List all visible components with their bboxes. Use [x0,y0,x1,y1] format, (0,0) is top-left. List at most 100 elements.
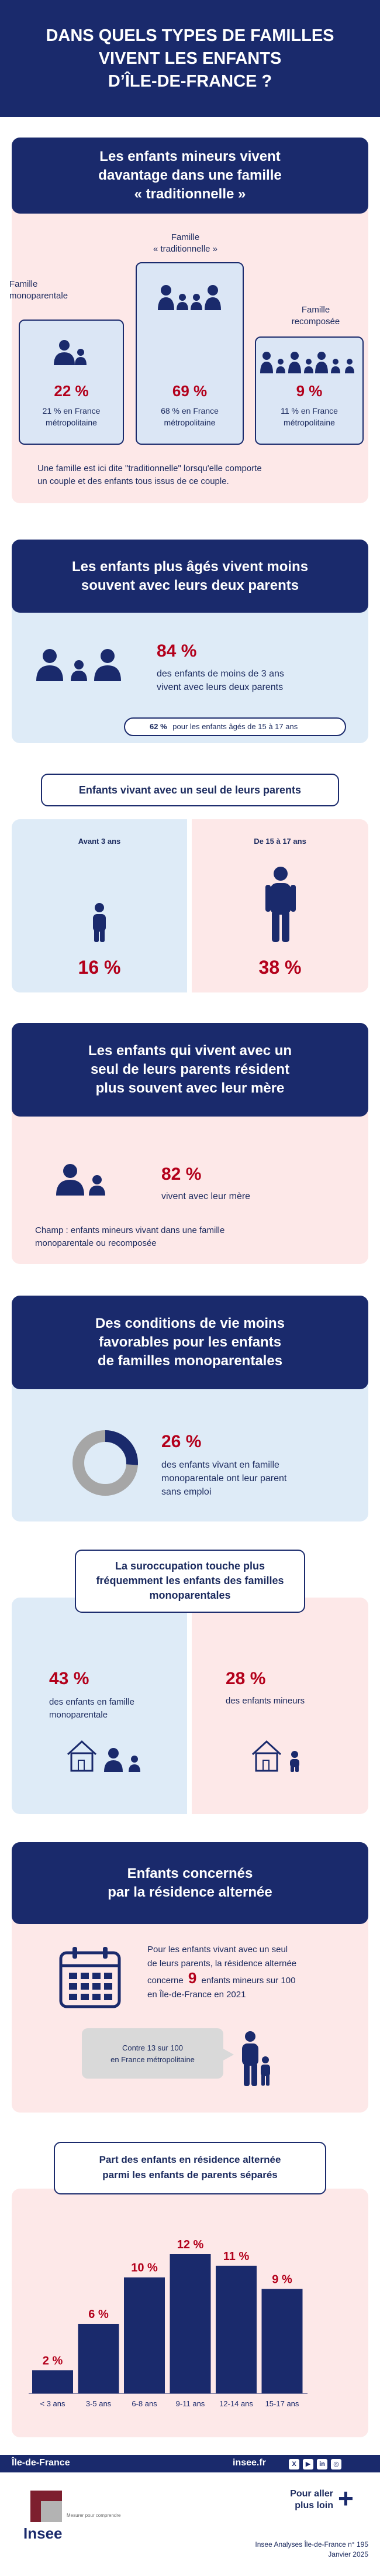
teens-single-pct: 38 % [258,957,302,978]
section-title-line: « traditionnelle » [134,186,246,202]
overcrowd-all-desc: des enfants mineurs [226,1696,305,1706]
text-line: Insee Analyses Île-de-France n° 195 [255,2540,368,2548]
under3-desc: des enfants de moins de 3 ans vivent ave… [157,667,284,694]
section-title-line: fréquemment les enfants des familles [96,1575,284,1586]
house-family-icon [67,1740,140,1772]
jobless-pct: 26 % [161,1432,202,1451]
page-title-line: VIVENT LES ENFANTS [98,49,282,68]
plus-icon[interactable]: + [338,2483,354,2513]
france-bubble: Contre 13 sur 100 en France métropolitai… [82,2028,223,2079]
blended-family-icon [260,352,354,373]
donut-chart [72,1430,138,1496]
section-4-champ: Champ : enfants mineurs vivant dans une … [35,1224,224,1250]
category-tick-label: 9-11 ans [176,2399,205,2408]
text-fragment: concerne [147,1976,184,1986]
text-line: Une famille est ici dite "traditionnelle… [37,463,262,473]
insee-logo: Mesurer pour comprendre Insee [23,2484,134,2554]
teens-pct: 62 % [150,722,167,731]
label-line: Famille [9,279,38,289]
text-line: des enfants de moins de 3 ans [157,669,284,679]
overcrowd-mono-desc: des enfants en famille monoparentale [49,1696,134,1722]
section-3-title: Enfants vivant avec un seul de leurs par… [41,774,339,806]
category-tick-label: 12-14 ans [219,2399,253,2408]
section-title-line: par la résidence alternée [108,1884,272,1900]
page-title-line: D’ÎLE-DE-FRANCE ? [108,72,272,91]
trad-family-card [136,262,244,445]
section-6-left-background [12,1598,187,1814]
trad-pct: 69 % [172,382,208,400]
section-6-title: La suroccupation touche plus fréquemment… [75,1550,305,1613]
jobless-desc: des enfants vivant en famille monoparent… [161,1458,286,1499]
page-title: DANS QUELS TYPES DE FAMILLES VIVENT LES … [0,25,380,93]
text-line: métropolitaine [46,418,97,427]
text-line: en France métropolitaine [110,2055,195,2064]
section-title-line: favorables pour les enfants [98,1334,282,1350]
section-title-line: Les enfants plus âgés vivent moins [71,558,309,575]
text-line: vivent avec leurs deux parents [157,682,284,692]
bar [78,2324,119,2393]
text-line: de leurs parents, la résidence alternée [147,1959,297,1969]
trad-family-label: Famille « traditionnelle » [130,232,241,255]
overcrowd-all-pct: 28 % [226,1669,266,1688]
more-link[interactable]: Pour aller plus loin [279,2488,333,2512]
label-line: Famille [301,305,330,315]
mother-child-icon [56,1164,105,1196]
bar-chart: 2 % < 3 ans 6 % 3-5 ans 10 % 6-8 ans 12 % 9-11 … [29,2238,308,2408]
text-line: 68 % en France [161,406,219,415]
calendar-icon [59,1947,121,2008]
mono-family-label: Famille monoparentale [9,279,97,302]
section-title-line: parmi les enfants de parents séparés [102,2169,278,2180]
instagram-icon[interactable]: ◎ [331,2459,341,2469]
footer-band [0,2455,380,2472]
traditional-family-note: Une famille est ici dite "traditionnelle… [37,462,353,488]
alternate-count: 9 [188,1969,197,1987]
recomp-pct: 9 % [296,382,323,400]
social-links: X ▶ in ◎ [285,2458,341,2469]
recomp-family-card [255,336,364,445]
category-tick-label: 6-8 ans [132,2399,157,2408]
text-line: Pour aller [290,2489,333,2499]
linkedin-icon[interactable]: in [317,2459,327,2469]
section-title-line: Les enfants qui vivent avec un [88,1043,292,1059]
category-tick-label: 3-5 ans [86,2399,112,2408]
bubble-tail [222,2048,234,2061]
bar-value-label: 10 % [131,2262,158,2275]
bar [124,2277,165,2393]
mono-france: 21 % en France métropolitaine [19,405,124,428]
overcrowd-mono-pct: 43 % [49,1669,89,1688]
section-7-title: Enfants concernés par la résidence alter… [12,1842,368,1924]
insee-logo-mark-inner [41,2501,62,2522]
text-line: des enfants vivant en famille [161,1460,279,1470]
adult-child-icon [242,2031,270,2086]
text-line: des enfants en famille [49,1697,134,1707]
insee-link[interactable]: insee.fr [233,2458,266,2468]
bar-value-label: 12 % [177,2238,204,2251]
bar [170,2254,211,2393]
parent-child-icon [54,340,87,365]
text-line: métropolitaine [284,418,335,427]
text-line: monoparentale ont leur parent [161,1474,287,1483]
mono-family-card [19,320,124,445]
bar-value-label: 11 % [223,2250,250,2263]
house-child-icon [251,1740,299,1772]
section-title-line: davantage dans une famille [98,167,282,183]
text-line: Janvier 2025 [328,2550,368,2558]
youtube-icon[interactable]: ▶ [303,2459,313,2469]
section-title-line: souvent avec leurs deux parents [81,577,299,593]
section-title-line: de familles monoparentales [97,1353,283,1369]
teens-label: De 15 à 17 ans [254,837,306,846]
section-5-title: Des conditions de vie moins favorables p… [12,1296,368,1389]
text-fragment: enfants mineurs sur 100 [201,1976,296,1986]
under3-pct: 84 % [157,641,197,661]
section-title-line: Enfants concernés [127,1866,253,1881]
text-line: Contre 13 sur 100 [122,2043,184,2052]
bar-value-label: 6 % [88,2308,109,2321]
section-8-title: Part des enfants en résidence alternée p… [54,2142,326,2194]
text-line: sans emploi [161,1487,212,1497]
region-label: Île-de-France [12,2458,70,2468]
teen-icon [265,867,296,942]
bar-value-label: 9 % [272,2273,292,2286]
section-title-line: La suroccupation touche plus [115,1560,265,1572]
section-title-line: seul de leurs parents résident [90,1062,290,1077]
x-icon[interactable]: X [289,2459,299,2469]
